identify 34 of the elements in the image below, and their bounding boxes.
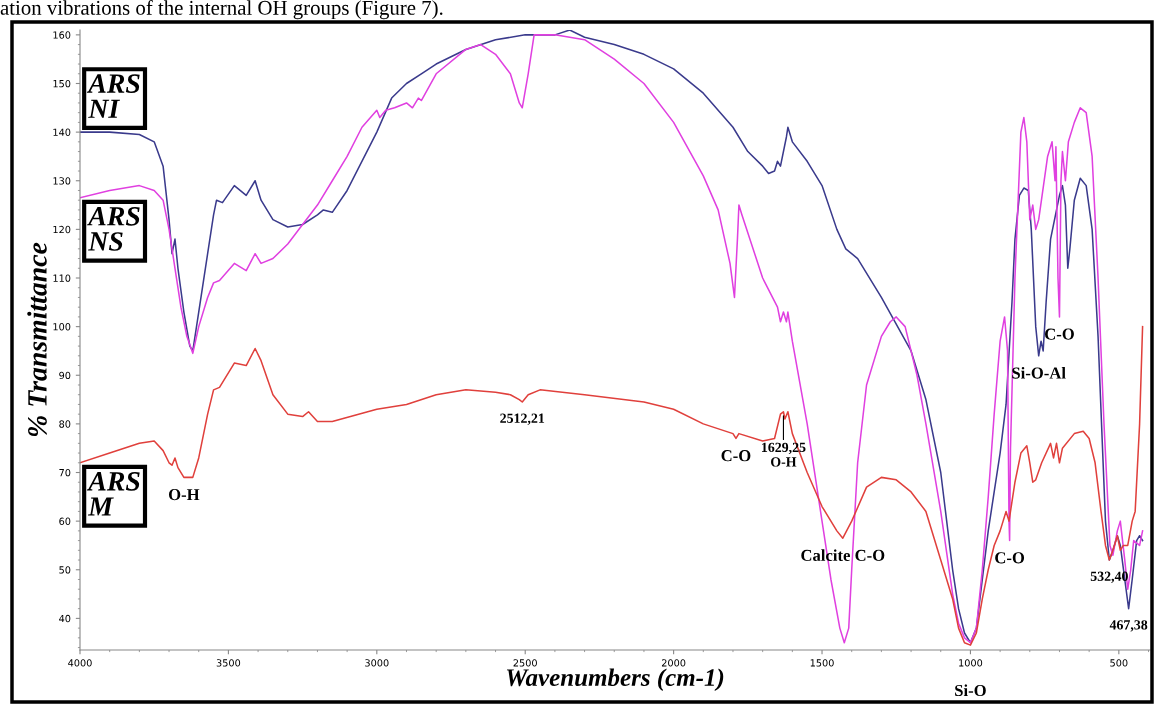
x-tick-label: 3500 <box>216 659 241 667</box>
x-tick-label: 4000 <box>68 659 92 667</box>
y-tick-label: 120 <box>53 225 71 234</box>
y-tick-label: 90 <box>59 371 71 380</box>
x-tick-label: 500 <box>1110 659 1128 667</box>
x-tick-label: 2000 <box>661 659 686 667</box>
series-label: ARS NI <box>86 74 140 118</box>
y-tick-label: 70 <box>59 468 71 477</box>
annotation: C-O <box>995 552 1025 564</box>
x-tick-label: 1500 <box>810 659 834 667</box>
y-tick-label: 160 <box>53 31 71 39</box>
annotation: O-H <box>168 489 200 501</box>
y-tick-label: 100 <box>53 323 71 331</box>
annotation: 467,38 <box>1109 620 1148 632</box>
y-tick-label: 40 <box>59 614 71 623</box>
series-label: ARS NS <box>86 206 140 251</box>
y-tick-label: 110 <box>53 274 71 282</box>
text: ation vibrations of the internal OH groups (Figure 7). <box>0 0 443 20</box>
annotation: C-O <box>721 450 751 462</box>
annotation: Si-O <box>955 684 986 697</box>
y-tick-label: 80 <box>59 420 71 428</box>
series-label: ARS M <box>86 472 140 516</box>
y-axis-title: % Transmittance <box>27 242 47 437</box>
x-axis-title: Wavenumbers (cm-1) <box>506 668 724 692</box>
x-tick-label: 3000 <box>365 659 389 667</box>
annotation: C-O <box>1045 328 1074 340</box>
y-tick-label: 130 <box>53 177 71 185</box>
y-tick-label: 60 <box>59 517 71 525</box>
y-tick-label: 140 <box>53 128 71 136</box>
y-tick-label: 50 <box>59 566 71 574</box>
annotation: 2512,21 <box>500 413 545 425</box>
x-tick-label: 1000 <box>959 659 983 667</box>
x-tick-label: 2500 <box>513 659 537 667</box>
y-tick-label: 150 <box>53 79 71 88</box>
